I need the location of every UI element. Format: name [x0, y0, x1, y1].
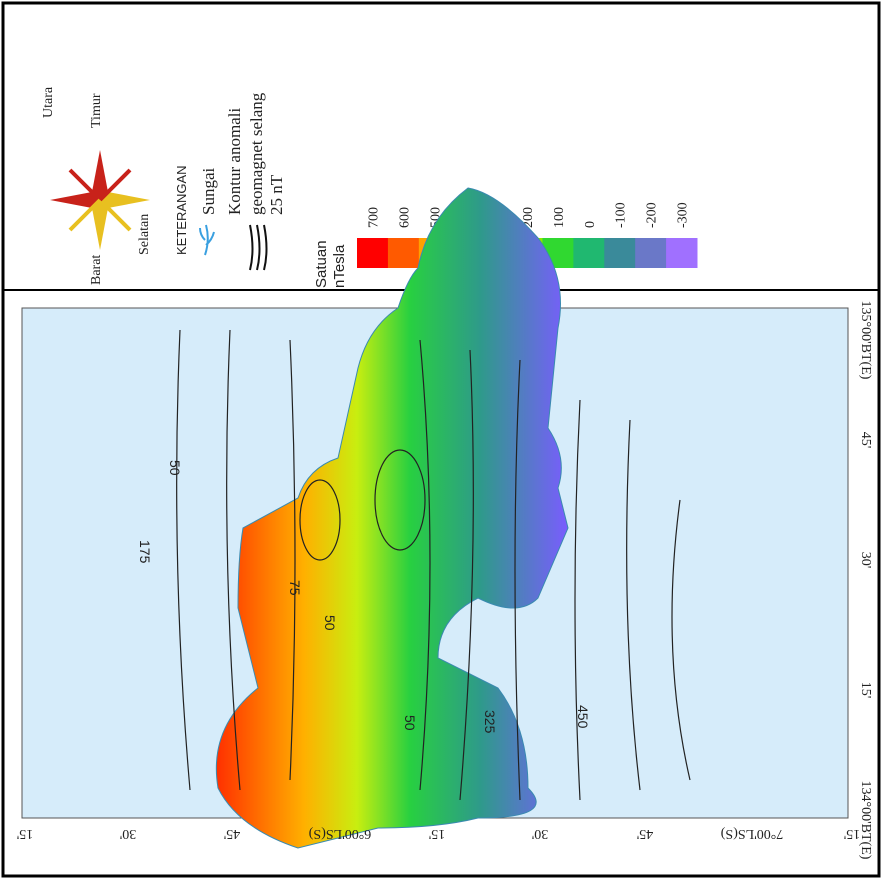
lon-label: 15' [858, 682, 873, 699]
scale-label: 600 [397, 207, 412, 228]
scale-label: 0 [583, 221, 598, 228]
contour-label: 50 [402, 715, 418, 731]
compass-east: Timur [89, 93, 104, 128]
scale-swatch [635, 238, 666, 268]
scale-label: -300 [676, 202, 691, 228]
scale-label: -200 [645, 202, 660, 228]
scale-label: -100 [614, 202, 629, 228]
legend-unit: nTesla [331, 244, 348, 288]
lon-label: 30' [858, 552, 873, 569]
lat-label: 45' [224, 826, 241, 841]
legend-river: Sungai [199, 168, 218, 216]
compass-south: Selatan [137, 214, 152, 255]
legend-contour: 25 nT [267, 174, 286, 215]
lat-label: 15' [844, 826, 861, 841]
contour-label: 175 [137, 540, 153, 564]
contour-label: 75 [287, 580, 303, 596]
lat-label: 7°00'LS(S) [720, 826, 783, 841]
lat-label: 30' [120, 826, 137, 841]
lat-label: 30' [532, 826, 549, 841]
lat-label: 45' [637, 826, 654, 841]
lon-label: 134°00'BT(E) [858, 781, 873, 860]
legend-contour: Kontur anomali [225, 108, 244, 215]
contour-label: 450 [575, 705, 591, 729]
scale-label: 700 [366, 207, 381, 228]
scale-swatch [573, 238, 604, 268]
lat-label: 6°00'LS(S) [308, 826, 371, 841]
lat-label: 15' [429, 826, 446, 841]
compass-north: Utara [41, 86, 56, 118]
compass-west: Barat [89, 255, 104, 285]
map-sheet: Utara Timur Selatan Barat KETERANGAN Sun… [0, 0, 882, 879]
lon-label: 45' [858, 432, 873, 449]
contour-label: 50 [322, 615, 338, 631]
lat-label: 15' [17, 826, 34, 841]
contour-label: 325 [482, 710, 498, 734]
scale-swatch [388, 238, 419, 268]
river-icon [200, 225, 214, 255]
scale-swatch [357, 238, 388, 268]
legend-title: KETERANGAN [174, 165, 189, 255]
scale-label: 100 [552, 207, 567, 228]
contour-icon [250, 225, 267, 270]
lon-label: 135°00'BT(E) [858, 301, 873, 380]
scale-swatch [604, 238, 635, 268]
legend-unit: Satuan [313, 240, 330, 288]
contour-label: 50 [167, 460, 183, 476]
legend-contour: geomagnet selang [247, 92, 266, 215]
compass [50, 150, 150, 250]
scale-swatch [666, 238, 697, 268]
